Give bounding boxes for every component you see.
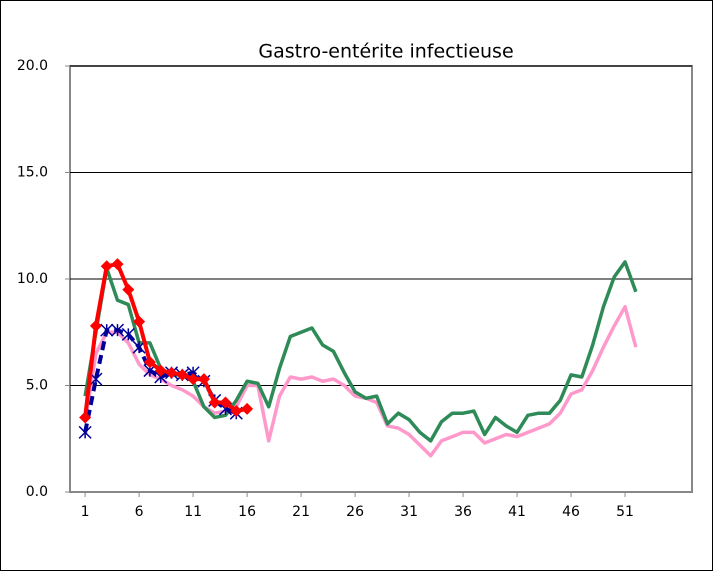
data-point (100, 323, 114, 337)
y-tick-label: 15.0 (17, 165, 48, 181)
data-point (143, 356, 156, 369)
x-tick-label: 21 (292, 504, 310, 520)
x-tick-label: 31 (400, 504, 418, 520)
data-point (165, 366, 178, 379)
y-tick-label: 10.0 (17, 271, 48, 287)
x-tick-label: 36 (454, 504, 472, 520)
x-tick-label: 26 (346, 504, 364, 520)
x-tick-label: 46 (562, 504, 580, 520)
x-tick-label: 11 (184, 504, 202, 520)
chart-title: Gastro-entérite infectieuse (258, 41, 513, 63)
data-point (208, 396, 221, 409)
data-point (133, 315, 146, 328)
data-point (154, 364, 167, 377)
y-tick-label: 20.0 (17, 58, 48, 74)
data-point (89, 319, 102, 332)
x-tick-label: 6 (135, 504, 144, 520)
y-tick-label: 0.0 (26, 484, 48, 500)
data-point (110, 323, 125, 337)
data-point (111, 258, 124, 271)
data-point (78, 425, 92, 439)
x-tick-label: 1 (81, 504, 90, 520)
data-point (176, 368, 189, 381)
data-point (230, 405, 243, 418)
data-point (241, 402, 254, 415)
y-tick-label: 5.0 (26, 378, 48, 394)
x-tick-label: 51 (616, 504, 634, 520)
x-tick-label: 41 (508, 504, 526, 520)
data-point (187, 373, 200, 386)
data-point (197, 373, 210, 386)
data-point (100, 260, 113, 273)
data-point (122, 283, 135, 296)
series-line (83, 304, 638, 458)
x-tick-label: 16 (238, 504, 256, 520)
data-point (79, 411, 92, 424)
data-point (121, 327, 135, 341)
data-point (219, 396, 232, 409)
